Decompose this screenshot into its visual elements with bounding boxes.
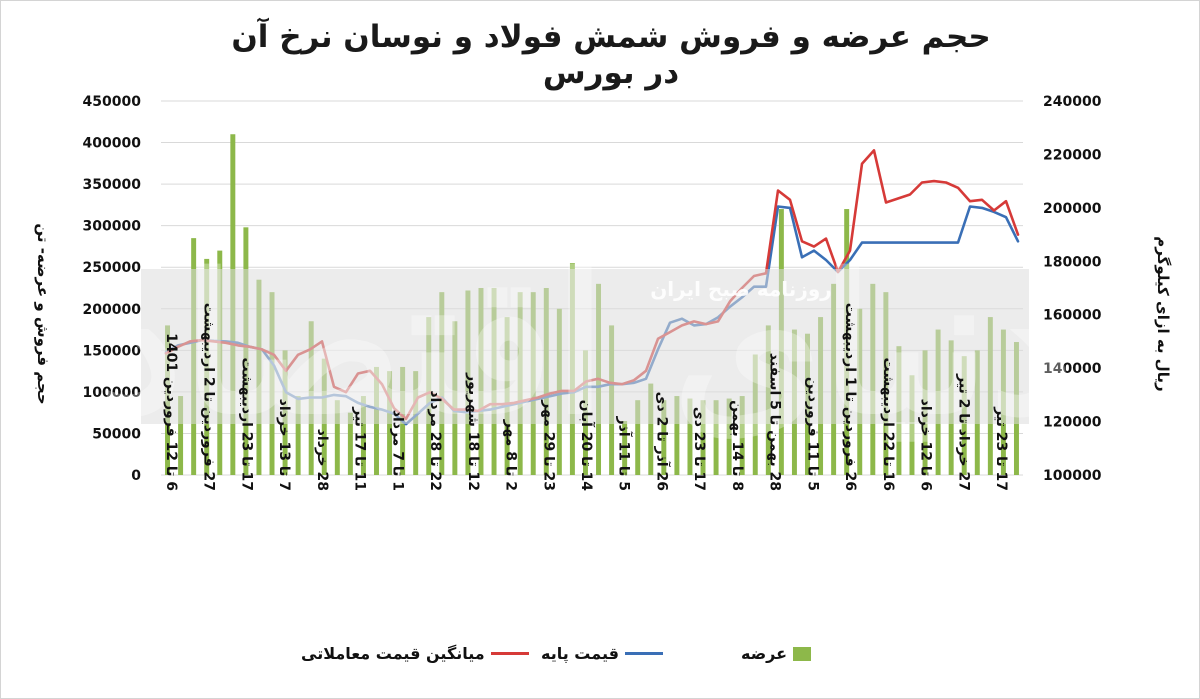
legend-item-base-price: قیمت پایه [541, 644, 663, 663]
left-tick-label: 400000 [83, 136, 142, 152]
x-tick-label: 12 تا 18 شهریور [465, 372, 481, 491]
supply-bar [635, 400, 641, 475]
right-tick-label: 140000 [1043, 361, 1102, 377]
legend-item-supply: عرضه [741, 644, 812, 663]
right-tick-label: 240000 [1043, 94, 1102, 110]
legend-label-avg-price: میانگین قیمت معاملاتی [301, 644, 485, 663]
supply-bar [661, 400, 667, 475]
left-tick-label: 0 [131, 468, 141, 484]
right-tick-label: 120000 [1043, 415, 1102, 431]
supply-bar [648, 383, 654, 475]
watermark-band [141, 269, 1029, 424]
supply-bar [178, 396, 184, 475]
x-tick-label: 28 خرداد [314, 429, 330, 491]
left-tick-label: 250000 [83, 260, 142, 276]
supply-bar [726, 398, 732, 475]
left-tick-label: 50000 [92, 426, 141, 442]
legend-swatch-supply [793, 646, 812, 661]
supply-bar [347, 412, 353, 475]
x-tick-label: 6 تا 12 فروردین 1401 [163, 333, 179, 491]
legend-swatch-avg-price [490, 652, 529, 655]
supply-bar [360, 396, 366, 475]
left-tick-label: 450000 [83, 94, 142, 110]
x-tick-label: 2 تا 8 مهر [503, 419, 519, 491]
legend-item-avg-price: میانگین قیمت معاملاتی [301, 644, 529, 663]
x-tick-label: 11 تا 17 تیر [352, 406, 368, 491]
watermark-logo: دنیای اقتصاد [98, 233, 1074, 456]
right-tick-label: 200000 [1043, 201, 1102, 217]
left-tick-label: 300000 [83, 219, 142, 235]
legend: عرضه قیمت پایه میانگین قیمت معاملاتی [301, 644, 861, 674]
right-tick-label: 180000 [1043, 254, 1102, 270]
x-tick-label: 26 آذر تا 2 دی [653, 392, 671, 491]
right-axis-label: ریال به ازای کیلوگرم [1154, 236, 1172, 392]
x-tick-label: 26 فروردین تا 1 اردیبهشت [842, 303, 858, 491]
left-tick-label: 200000 [83, 302, 142, 318]
x-tick-label: 5 تا 11 آذر [616, 416, 634, 491]
supply-bar [687, 398, 693, 475]
right-tick-label: 220000 [1043, 147, 1102, 163]
chart-title: حجم عرضه و فروش شمش فولاد و نوسان نرخ آن… [231, 19, 991, 91]
legend-label-supply: عرضه [741, 644, 788, 663]
x-tick-label: 7 تا 13 خرداد [276, 399, 292, 491]
watermark-text: روزنامه صبح ایران [650, 277, 832, 301]
left-tick-label: 100000 [83, 385, 142, 401]
x-tick-label: 23 تا 29 مهر [540, 399, 556, 491]
x-tick-label: 28 بهمن تا 5 اسفند [767, 353, 783, 491]
left-tick-label: 150000 [83, 343, 142, 359]
supply-bar [739, 396, 745, 475]
supply-bar [295, 396, 301, 475]
x-tick-label: 17 تا 23 اردیبهشت [238, 358, 254, 491]
left-axis-label: حجم فروش و عرضه- تن [34, 223, 52, 405]
supply-bar [713, 400, 719, 475]
legend-swatch-base-price [624, 652, 663, 655]
left-tick-label: 350000 [83, 177, 142, 193]
right-tick-label: 100000 [1043, 468, 1102, 484]
supply-bar [334, 400, 340, 475]
supply-bar [700, 400, 706, 475]
supply-bar [674, 396, 680, 475]
x-tick-label: 16 تا 22 اردیبهشت [880, 358, 896, 491]
supply-bar [909, 375, 915, 475]
legend-label-base-price: قیمت پایه [541, 644, 619, 663]
x-tick-label: 14 تا 20 آبان [578, 400, 596, 492]
x-tick-label: 6 تا 12 خرداد [918, 399, 934, 491]
x-tick-label: 17 تا 23 دی [691, 407, 707, 491]
x-tick-label: 17 تا 23 تیر [993, 406, 1009, 491]
x-tick-label: 22 تا 28 مرداد [427, 390, 443, 491]
supply-bar [622, 420, 628, 475]
right-tick-label: 160000 [1043, 308, 1102, 324]
x-tick-label: 5 تا 11 فروردین [804, 377, 820, 491]
x-tick-label: 27 خرداد تا 2 تیر [955, 373, 971, 491]
x-tick-label: 27 فروردین تا 2 اردیبهشت [201, 303, 217, 491]
x-tick-label: 8 تا 14 بهمن [729, 400, 745, 491]
x-tick-label: 1 تا 7 مرداد [389, 410, 405, 491]
